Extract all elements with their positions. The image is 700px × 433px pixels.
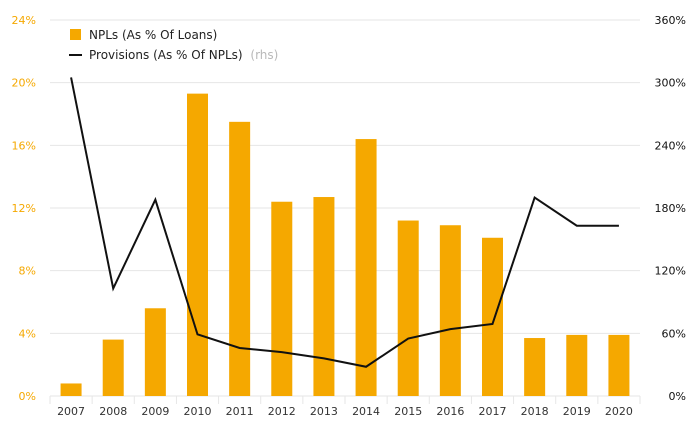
y-left-tick-label: 0% xyxy=(19,390,36,403)
provisions-polyline xyxy=(70,77,619,368)
x-tick-label: 2018 xyxy=(521,405,549,418)
y-right-tick-label: 300% xyxy=(655,77,686,90)
npl-bar-2020 xyxy=(608,334,630,396)
y-left-tick-label: 8% xyxy=(19,265,36,278)
npl-bar-2019 xyxy=(566,334,588,396)
npl-bar-2017 xyxy=(482,237,503,396)
legend-bar-label: NPLs (As % Of Loans) xyxy=(89,28,217,42)
y-right-tick-label: 120% xyxy=(655,265,686,278)
y-right-tick-label: 360% xyxy=(655,14,686,27)
y-left-tick-label: 24% xyxy=(12,14,36,27)
x-tick-label: 2019 xyxy=(563,405,591,418)
x-tick-label: 2008 xyxy=(99,405,127,418)
npl-bar-2011 xyxy=(229,121,251,396)
legend: NPLs (As % Of Loans) Provisions (As % Of… xyxy=(69,28,278,62)
x-tick-label: 2012 xyxy=(268,405,296,418)
y-right-tick-label: 60% xyxy=(662,327,686,340)
x-tick-label: 2016 xyxy=(436,405,464,418)
x-tick-label: 2013 xyxy=(310,405,338,418)
left-axis-ticks: 0% 4% 8% 12% 16% 20% 24% xyxy=(12,14,36,403)
y-left-tick-label: 4% xyxy=(19,327,36,340)
provisions-line xyxy=(70,77,619,368)
legend-line-rhs: (rhs) xyxy=(250,48,278,62)
npl-bar-2008 xyxy=(102,339,124,396)
npl-bar-2012 xyxy=(271,201,293,396)
x-tick-label: 2017 xyxy=(479,405,507,418)
npl-bar-2013 xyxy=(313,197,335,396)
x-tick-label: 2015 xyxy=(394,405,422,418)
legend-bar-swatch xyxy=(70,29,81,40)
y-right-tick-label: 240% xyxy=(655,139,686,152)
y-left-tick-label: 20% xyxy=(12,77,36,90)
right-axis-ticks: 0% 60% 120% 180% 240% 300% 360% xyxy=(655,14,686,403)
y-right-tick-label: 0% xyxy=(669,390,686,403)
npl-bar-2015 xyxy=(397,220,419,396)
legend-line-label-text: Provisions (As % Of NPLs) xyxy=(89,48,243,62)
y-right-tick-label: 180% xyxy=(655,202,686,215)
x-tick-label: 2007 xyxy=(57,405,85,418)
npl-bar-2009 xyxy=(144,308,166,396)
npl-bars xyxy=(60,93,630,397)
x-tick-label: 2009 xyxy=(141,405,169,418)
x-tick-label: 2014 xyxy=(352,405,380,418)
x-axis-ticks: 2007 2008 2009 2010 2011 2012 2013 2014 2015 2016… xyxy=(49,396,641,418)
npl-bar-2016 xyxy=(439,225,461,396)
y-left-tick-label: 12% xyxy=(12,202,36,215)
npl-bar-2014 xyxy=(355,139,377,397)
npl-bar-2007 xyxy=(60,383,82,396)
npl-bar-2010 xyxy=(187,93,208,396)
x-tick-label: 2010 xyxy=(184,405,212,418)
y-left-tick-label: 16% xyxy=(12,139,36,152)
legend-line-label: Provisions (As % Of NPLs) (rhs) xyxy=(89,48,278,62)
x-tick-label: 2011 xyxy=(226,405,254,418)
npl-bar-2018 xyxy=(524,338,546,396)
x-tick-label: 2020 xyxy=(605,405,633,418)
